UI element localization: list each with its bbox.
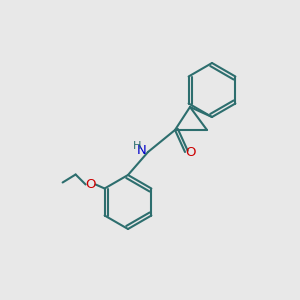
Text: O: O <box>186 146 196 158</box>
Text: N: N <box>136 143 146 157</box>
Text: H: H <box>133 141 141 151</box>
Text: O: O <box>85 178 96 191</box>
